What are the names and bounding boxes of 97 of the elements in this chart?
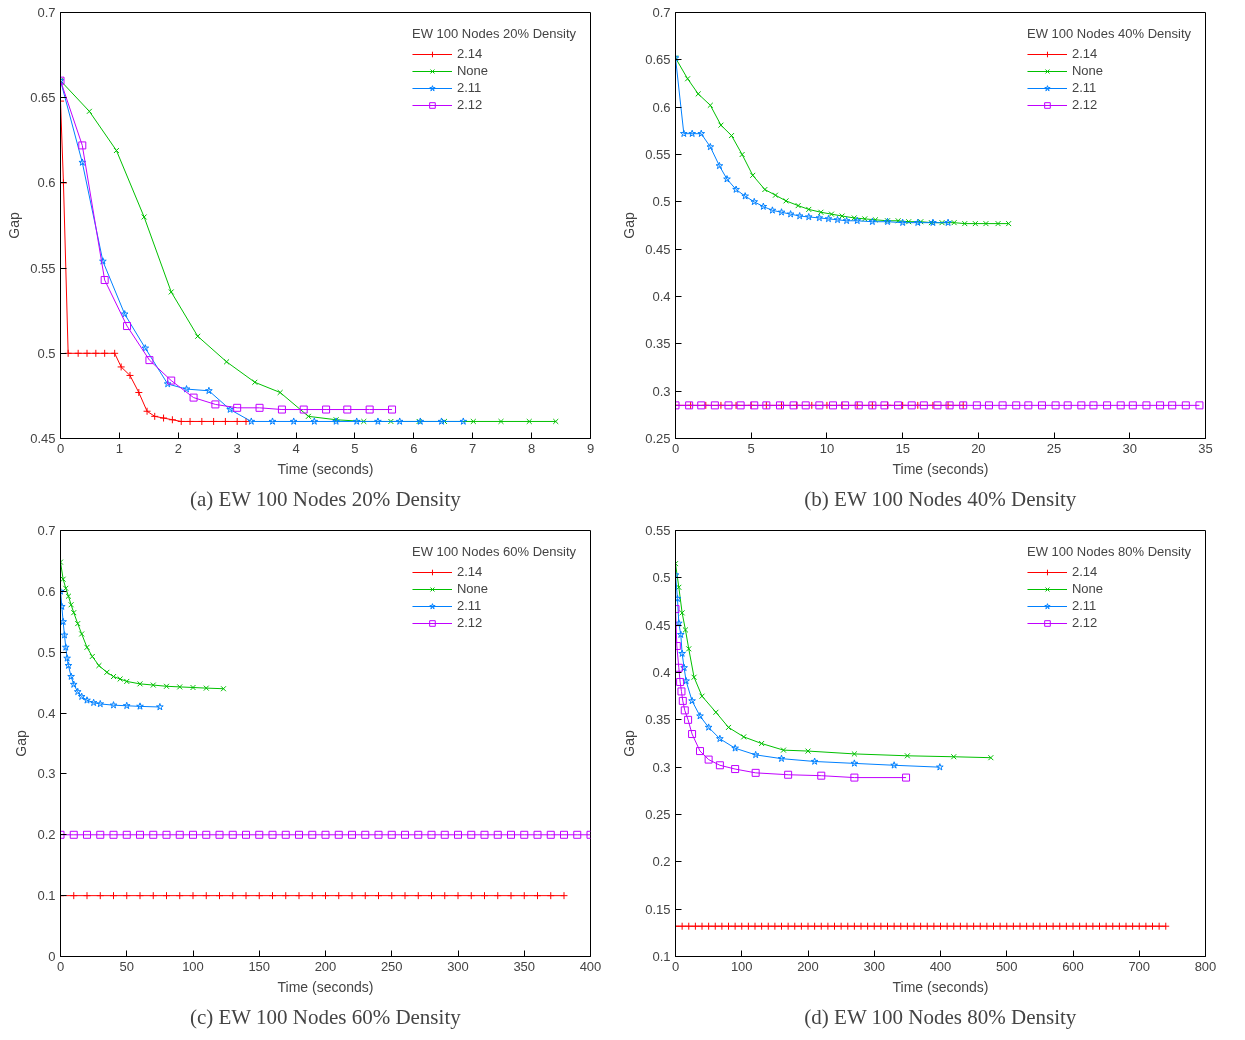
y-tick-label: 0.55: [645, 147, 671, 162]
legend-label: 2.12: [1071, 97, 1098, 112]
x-tick-label: 200: [314, 958, 337, 974]
y-tick-label: 0.3: [652, 383, 671, 399]
legend-title: EW 100 Nodes 40% Density: [1026, 26, 1191, 41]
legend-title: EW 100 Nodes 60% Density: [411, 544, 576, 560]
x-tick-label: 300: [863, 958, 886, 974]
legend-label: 2.12: [456, 97, 483, 112]
x-tick-label: 9: [586, 440, 595, 456]
x-tick-label: 7: [469, 440, 477, 456]
y-tick-label: 0.3: [37, 766, 56, 782]
y-tick-label: 0.2: [652, 854, 671, 870]
legend-label: None: [456, 581, 489, 597]
x-tick-label: 25: [1046, 440, 1062, 456]
y-tick-label: 0.55: [645, 523, 671, 539]
y-tick-label: 0.4: [37, 705, 56, 721]
x-tick-label: 5: [351, 440, 359, 456]
x-axis-title: Time (seconds): [277, 978, 374, 995]
y-tick-label: 0.4: [652, 289, 671, 304]
y-tick-label: 0.45: [645, 617, 671, 633]
legend-title: EW 100 Nodes 80% Density: [1026, 544, 1191, 560]
x-tick-label: 10: [819, 440, 835, 456]
y-tick-label: 0.7: [37, 5, 56, 20]
y-tick-label: 0.6: [37, 175, 56, 191]
y-tick-label: 0.5: [37, 645, 56, 661]
y-tick-label: 0.1: [652, 949, 671, 965]
legend-label: 2.14: [456, 564, 483, 580]
x-tick-label: 600: [1062, 958, 1084, 974]
y-tick-label: 0.5: [37, 345, 56, 361]
x-tick-label: 2: [174, 440, 182, 456]
y-tick-label: 0.45: [30, 431, 56, 446]
y-tick-label: 0.4: [652, 665, 671, 681]
y-tick-label: 0.7: [652, 5, 671, 20]
x-tick-label: 400: [929, 958, 952, 974]
x-axis-title: Time (seconds): [892, 978, 989, 995]
y-tick-label: 0.45: [645, 241, 671, 257]
x-tick-label: 35: [1198, 440, 1213, 456]
text: (b) EW 100 Nodes 40% Density: [804, 486, 1077, 511]
x-tick-label: 50: [119, 958, 134, 974]
x-axis-title: Time (seconds): [277, 460, 374, 477]
legend-label: 2.11: [1071, 598, 1097, 614]
legend-label: 2.11: [456, 598, 482, 614]
y-tick-label: 0.1: [37, 888, 56, 904]
x-tick-label: 3: [233, 440, 241, 456]
y-axis-title: Gap: [621, 212, 638, 239]
y-axis-title: Gap: [13, 730, 30, 758]
x-tick-label: 5: [747, 440, 755, 456]
x-tick-label: 30: [1122, 440, 1138, 456]
legend-label: 2.14: [1071, 46, 1098, 61]
legend-label: None: [1071, 581, 1104, 597]
y-axis-title: Gap: [621, 730, 638, 758]
text: (a) EW 100 Nodes 20% Density: [189, 486, 462, 511]
y-tick-label: 0.6: [652, 99, 671, 115]
y-tick-label: 0.35: [645, 712, 671, 728]
y-tick-label: 0.65: [645, 52, 671, 68]
legend-label: 2.11: [1071, 80, 1097, 95]
x-tick-label: 15: [895, 440, 910, 456]
x-tick-label: 4: [292, 440, 300, 456]
y-tick-label: 0.25: [645, 807, 671, 823]
x-tick-label: 150: [248, 958, 271, 974]
text: (d) EW 100 Nodes 80% Density: [804, 1004, 1077, 1029]
text: (c) EW 100 Nodes 60% Density: [189, 1004, 462, 1029]
y-tick-label: 0.35: [645, 336, 671, 352]
y-tick-label: 0.15: [645, 901, 671, 917]
y-tick-label: 0.6: [37, 584, 56, 600]
x-tick-label: 200: [797, 958, 819, 974]
x-tick-label: 6: [410, 440, 418, 456]
y-axis-title: Gap: [6, 212, 23, 239]
x-tick-label: 1: [115, 440, 124, 456]
y-tick-label: 0.5: [652, 570, 671, 586]
x-tick-label: 20: [971, 440, 986, 456]
x-axis-title: Time (seconds): [892, 460, 989, 477]
y-tick-label: 0.2: [37, 827, 56, 843]
y-tick-label: 0.25: [645, 431, 671, 446]
y-tick-label: 0.65: [30, 90, 56, 106]
x-tick-label: 300: [447, 958, 469, 974]
legend-label: 2.14: [456, 46, 483, 61]
x-tick-label: 400: [579, 958, 602, 974]
x-tick-label: 800: [1194, 958, 1217, 974]
y-tick-label: 0.55: [30, 260, 56, 276]
x-tick-label: 8: [528, 440, 536, 456]
x-tick-label: 100: [182, 958, 204, 974]
legend-label: None: [1071, 63, 1104, 78]
y-tick-label: 0.3: [652, 759, 671, 775]
legend-label: None: [456, 63, 489, 78]
x-tick-label: 350: [513, 958, 536, 974]
legend-title: EW 100 Nodes 20% Density: [411, 26, 576, 41]
y-tick-label: 0.5: [652, 194, 671, 210]
legend-label: 2.14: [1071, 564, 1098, 580]
legend-label: 2.12: [456, 615, 483, 631]
x-tick-label: 500: [995, 958, 1018, 974]
x-tick-label: 100: [730, 958, 753, 974]
legend-label: 2.11: [456, 80, 482, 95]
legend-label: 2.12: [1071, 615, 1098, 631]
x-tick-label: 250: [380, 958, 403, 974]
y-tick-label: 0.7: [37, 523, 56, 539]
x-tick-label: 700: [1128, 958, 1151, 974]
